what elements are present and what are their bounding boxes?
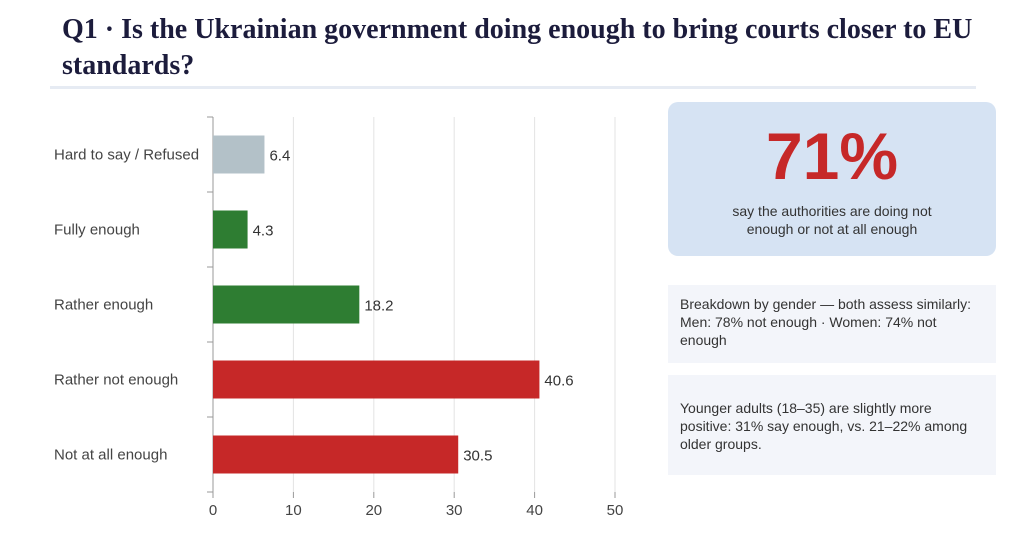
- title-divider: [50, 86, 976, 89]
- bar: [213, 135, 265, 174]
- data-label: 18.2: [364, 298, 393, 315]
- category-label: Rather not enough: [54, 372, 178, 389]
- x-tick-label: 30: [446, 502, 463, 519]
- x-tick-label: 50: [607, 502, 624, 519]
- note-age-breakdown: Younger adults (18–35) are slightly more…: [668, 375, 996, 475]
- category-label: Hard to say / Refused: [54, 147, 199, 164]
- data-label: 4.3: [253, 223, 274, 240]
- kpi-card: 71% say the authorities are doing not en…: [668, 102, 996, 256]
- data-label: 6.4: [269, 148, 290, 165]
- category-label: Rather enough: [54, 297, 153, 314]
- category-label: Fully enough: [54, 222, 140, 239]
- data-label: 40.6: [544, 373, 573, 390]
- page-title: Q1 · Is the Ukrainian government doing e…: [62, 14, 973, 81]
- x-tick-label: 0: [209, 502, 217, 519]
- x-tick-label: 10: [285, 502, 302, 519]
- bar: [213, 210, 248, 249]
- data-label: 30.5: [463, 448, 492, 465]
- bar: [213, 360, 540, 399]
- kpi-value: 71%: [765, 119, 899, 193]
- kpi-caption: say the authorities are doing not enough…: [732, 203, 932, 237]
- bar-chart: 0 10 20 30 40 50 Hard to say / Refused 6.4 Fully…: [54, 116, 624, 519]
- x-tick-label: 20: [365, 502, 382, 519]
- x-tick-label: 40: [526, 502, 543, 519]
- bar: [213, 285, 360, 324]
- note-gender-breakdown: Breakdown by gender — both assess simila…: [668, 285, 996, 363]
- bar: [213, 435, 459, 474]
- category-label: Not at all enough: [54, 447, 167, 464]
